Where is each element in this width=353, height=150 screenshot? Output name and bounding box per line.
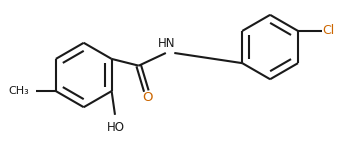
Text: O: O	[142, 91, 152, 103]
Text: HO: HO	[107, 121, 125, 134]
Text: HN: HN	[158, 37, 175, 50]
Text: Cl: Cl	[323, 24, 335, 38]
Text: CH₃: CH₃	[8, 86, 29, 96]
